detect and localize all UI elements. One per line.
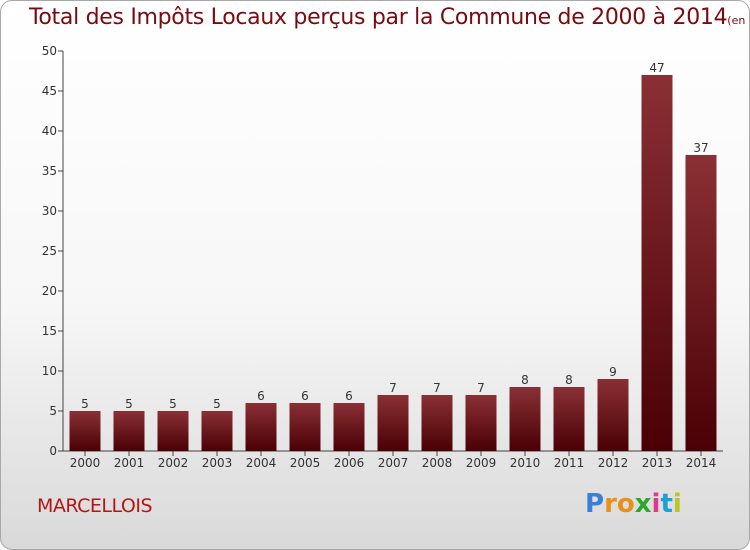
bar-2013: [641, 75, 673, 451]
y-tick-label: 50: [42, 44, 57, 58]
logo-letter: r: [604, 489, 617, 519]
y-tick-label: 20: [42, 284, 57, 298]
x-tick-label: 2008: [422, 456, 453, 470]
bar-2000: [69, 411, 101, 451]
x-tick-label: 2000: [70, 456, 101, 470]
bar-2007: [377, 395, 409, 451]
data-label: 7: [389, 381, 397, 395]
y-tick-label: 45: [42, 84, 57, 98]
bars: [69, 75, 717, 451]
x-tick-label: 2012: [598, 456, 629, 470]
data-label: 37: [693, 141, 708, 155]
data-label: 47: [649, 61, 664, 75]
bar-2002: [157, 411, 189, 451]
bar-2012: [597, 379, 629, 451]
x-tick-label: 2011: [554, 456, 585, 470]
data-label: 5: [125, 397, 133, 411]
x-tick-label: 2002: [158, 456, 189, 470]
data-label: 6: [257, 389, 265, 403]
data-label: 5: [213, 397, 221, 411]
data-label: 6: [301, 389, 309, 403]
data-label: 9: [609, 365, 617, 379]
bar-2010: [509, 387, 541, 451]
chart-title-text: Total des Impôts Locaux perçus par la Co…: [29, 5, 728, 30]
y-tick-label: 25: [42, 244, 57, 258]
logo-letter: x: [634, 489, 652, 519]
bar-2009: [465, 395, 497, 451]
data-label: 7: [433, 381, 441, 395]
x-tick-label: 2009: [466, 456, 497, 470]
y-tick-label: 30: [42, 204, 57, 218]
data-label: 5: [169, 397, 177, 411]
data-label: 8: [521, 373, 529, 387]
commune-name: MARCELLOIS: [37, 495, 153, 517]
y-tick-label: 5: [49, 404, 57, 418]
chart-unit: (en milliers d'€): [727, 14, 749, 27]
y-tick-label: 0: [49, 444, 57, 458]
y-tick-label: 40: [42, 124, 57, 138]
y-tick-label: 35: [42, 164, 57, 178]
bar-2006: [333, 403, 365, 451]
y-tick-label: 10: [42, 364, 57, 378]
proxiti-logo: Proxiti: [585, 489, 682, 519]
bar-2014: [685, 155, 717, 451]
data-label: 6: [345, 389, 353, 403]
x-tick-label: 2003: [202, 456, 233, 470]
axes: 0 5 10 15 20 25 30 35 40 45 50 2000 2001 2002 2003 2004…: [42, 44, 723, 470]
chart-title: Total des Impôts Locaux perçus par la Co…: [29, 5, 749, 30]
data-labels: 5 5 5 5 6 6 6 7 7 7 8 8 9 47 37: [81, 61, 708, 411]
bar-2004: [245, 403, 277, 451]
data-label: 7: [477, 381, 485, 395]
data-label: 8: [565, 373, 573, 387]
bar-2003: [201, 411, 233, 451]
x-tick-label: 2001: [114, 456, 145, 470]
x-tick-label: 2014: [686, 456, 717, 470]
bar-2011: [553, 387, 585, 451]
logo-letter: t: [660, 489, 673, 519]
logo-letter: i: [672, 489, 682, 519]
logo-letter: P: [585, 489, 605, 519]
logo-letter: o: [616, 489, 635, 519]
y-tick-label: 15: [42, 324, 57, 338]
data-label: 5: [81, 397, 89, 411]
x-tick-label: 2007: [378, 456, 409, 470]
x-tick-label: 2004: [246, 456, 277, 470]
logo-letter: i: [651, 489, 661, 519]
bar-2008: [421, 395, 453, 451]
x-tick-label: 2005: [290, 456, 321, 470]
bar-2005: [289, 403, 321, 451]
bar-2001: [113, 411, 145, 451]
x-tick-label: 2013: [642, 456, 673, 470]
x-tick-label: 2010: [510, 456, 541, 470]
x-tick-label: 2006: [334, 456, 365, 470]
